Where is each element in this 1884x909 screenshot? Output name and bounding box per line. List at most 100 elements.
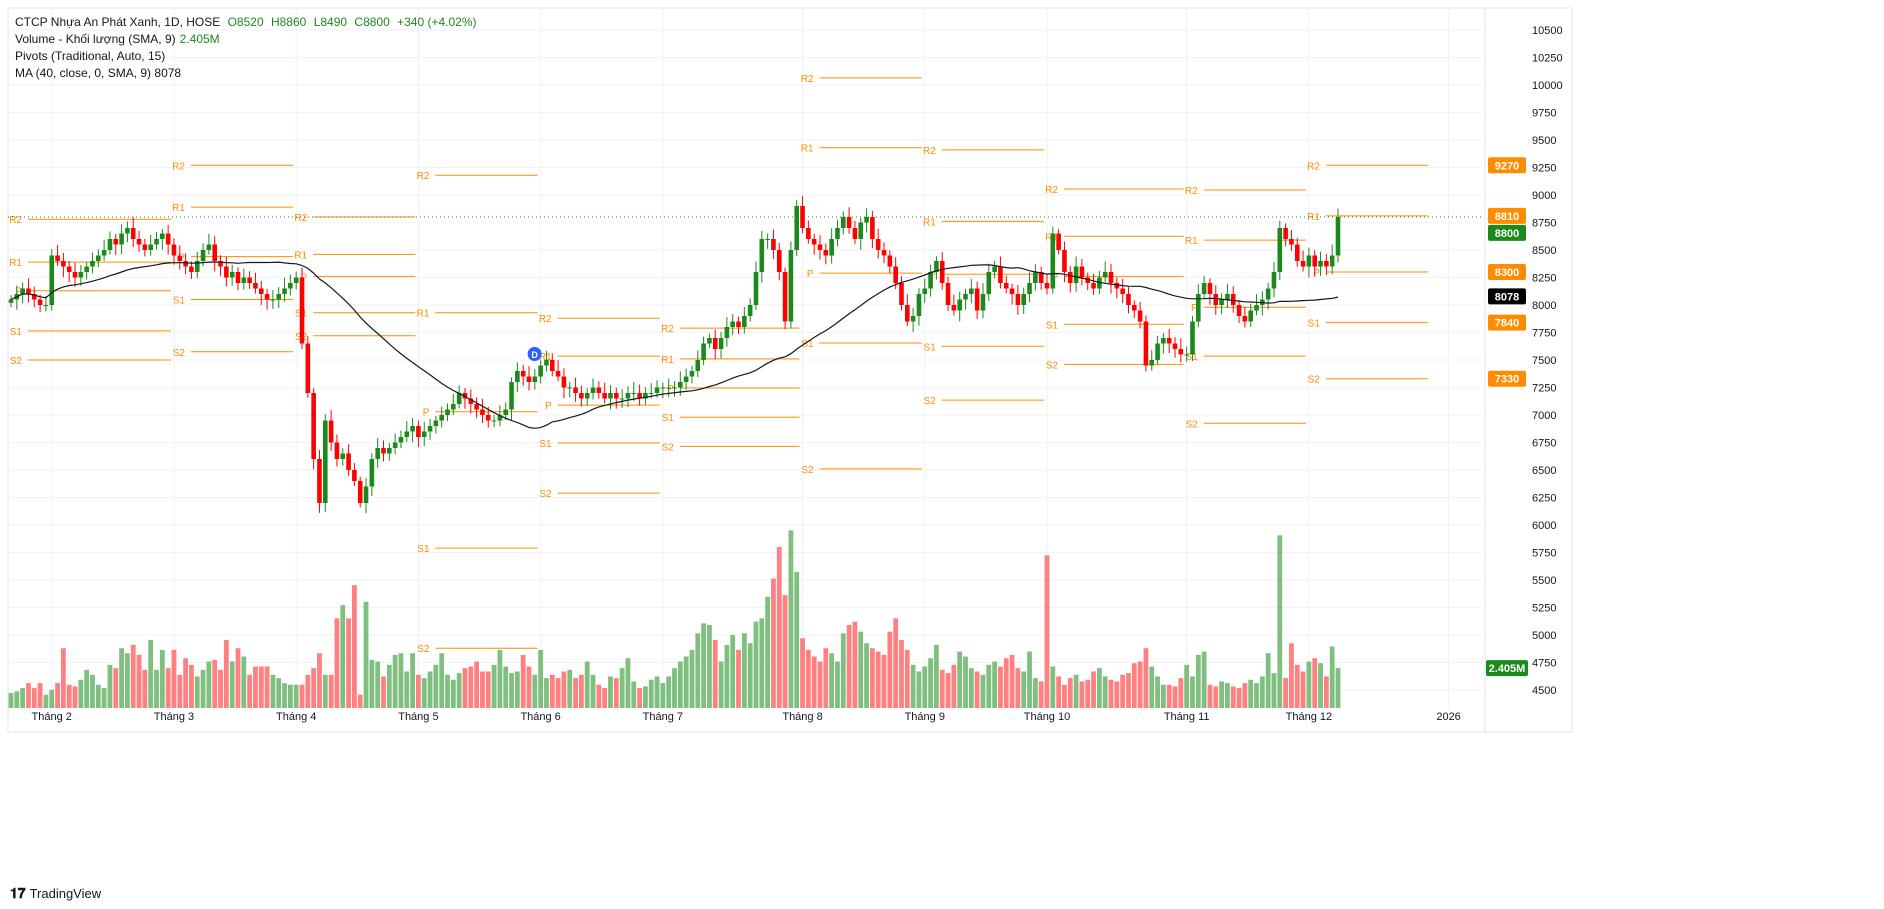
volume-bar [1131,663,1137,708]
candle-body [939,261,945,283]
volume-bar [421,678,427,708]
volume-bar [747,643,753,708]
volume-bar [14,691,20,708]
price-tag [1488,314,1526,331]
candle-body [712,338,718,349]
volume-bar [875,651,881,708]
candle-body [1306,255,1312,267]
volume-bar [276,678,282,708]
y-tick-label: 8500 [1532,245,1556,257]
volume-bar [701,623,707,708]
pivot-label: S2 [1046,360,1059,371]
volume-bar [1190,676,1195,708]
volume-bar [771,578,776,708]
volume-bar [602,688,608,708]
candle-body [1062,250,1067,272]
pivots-indicator-row[interactable]: Pivots (Traditional, Auto, 15) [15,48,477,65]
y-tick-label: 8250 [1532,273,1556,285]
volume-bar [904,649,910,708]
volume-bar [1242,683,1248,708]
candle-body [1161,338,1166,344]
candle-body [631,393,637,394]
candle-body [404,431,410,437]
volume-bar [584,661,590,708]
volume-bar [619,668,625,708]
candle-body [61,261,66,267]
price-tag-label: 8800 [1495,228,1519,240]
candle-body [113,239,119,245]
candle-body [1091,283,1096,289]
candle-body [596,387,602,393]
volume-bar [968,668,974,708]
volume-bar [1114,681,1120,708]
candle-body [8,299,14,303]
x-tick-label: Tháng 9 [905,711,945,723]
candle-body [352,470,357,481]
tradingview-brand[interactable]: 𝟏𝟕 TradingView [10,885,101,902]
candle-body [881,250,887,256]
candle-body [107,239,113,250]
candle-body [1102,272,1108,278]
volume-bar [567,669,573,708]
volume-bar [1102,676,1108,708]
volume-tag [1486,660,1528,677]
volume-bar [386,664,392,708]
volume-bar [340,605,346,708]
ma-value: 8078 [154,66,182,80]
volume-bar [1184,664,1190,708]
price-tag-label: 7330 [1495,374,1519,386]
volume-bar [544,678,549,708]
candle-body [788,250,794,322]
volume-bar [724,644,730,708]
pivot-label: R2 [9,215,22,226]
volume-bar [200,669,206,708]
candle-body [637,393,642,399]
high-value: H8860 [270,15,307,29]
volume-bar [718,661,724,708]
candle-body [398,437,404,443]
y-tick-label: 7500 [1532,355,1556,367]
candle-body [241,277,247,283]
pivot-label: R1 [661,355,674,366]
volume-bar [223,639,229,708]
volume-bar [66,684,72,708]
volume-bar [293,684,299,708]
ma-indicator-row[interactable]: MA (40, close, 0, SMA, 9) 8078 [15,65,477,82]
candle-body [381,448,386,454]
volume-bar [474,661,480,708]
volume-bar [829,653,835,708]
price-tag-label: 8300 [1495,267,1519,279]
pivot-label: S1 [662,413,675,424]
pivot-label: S2 [539,489,552,500]
volume-bar [776,546,782,708]
candle-body [951,305,957,311]
volume-bar [241,656,247,708]
volume-bar [934,644,939,708]
candle-body [1126,294,1131,305]
volume-indicator-row[interactable]: Volume - Khối lượng (SMA, 9) 2.405M [15,31,477,48]
pivot-label: R1 [1307,212,1320,223]
candle-body [520,371,526,377]
candle-body [602,393,607,399]
volume-bar [1067,678,1073,708]
volume-bar [736,649,741,708]
candle-body [416,426,421,437]
volume-bar [765,596,771,708]
candle-body [905,305,910,322]
candle-body [154,239,159,245]
candle-body [1021,294,1027,305]
volume-bar [974,671,980,708]
volume-bar [60,648,66,708]
candle-body [177,255,183,261]
candle-body [561,376,567,388]
candle-body [1149,360,1155,366]
candle-body [817,244,823,250]
x-tick-label: 2026 [1436,711,1460,723]
candle-body [72,272,78,278]
pivot-label: R2 [1045,185,1058,196]
candle-body [986,272,992,294]
y-tick-label: 10000 [1532,80,1563,92]
volume-bar [753,621,759,708]
volume-bar [800,638,805,708]
